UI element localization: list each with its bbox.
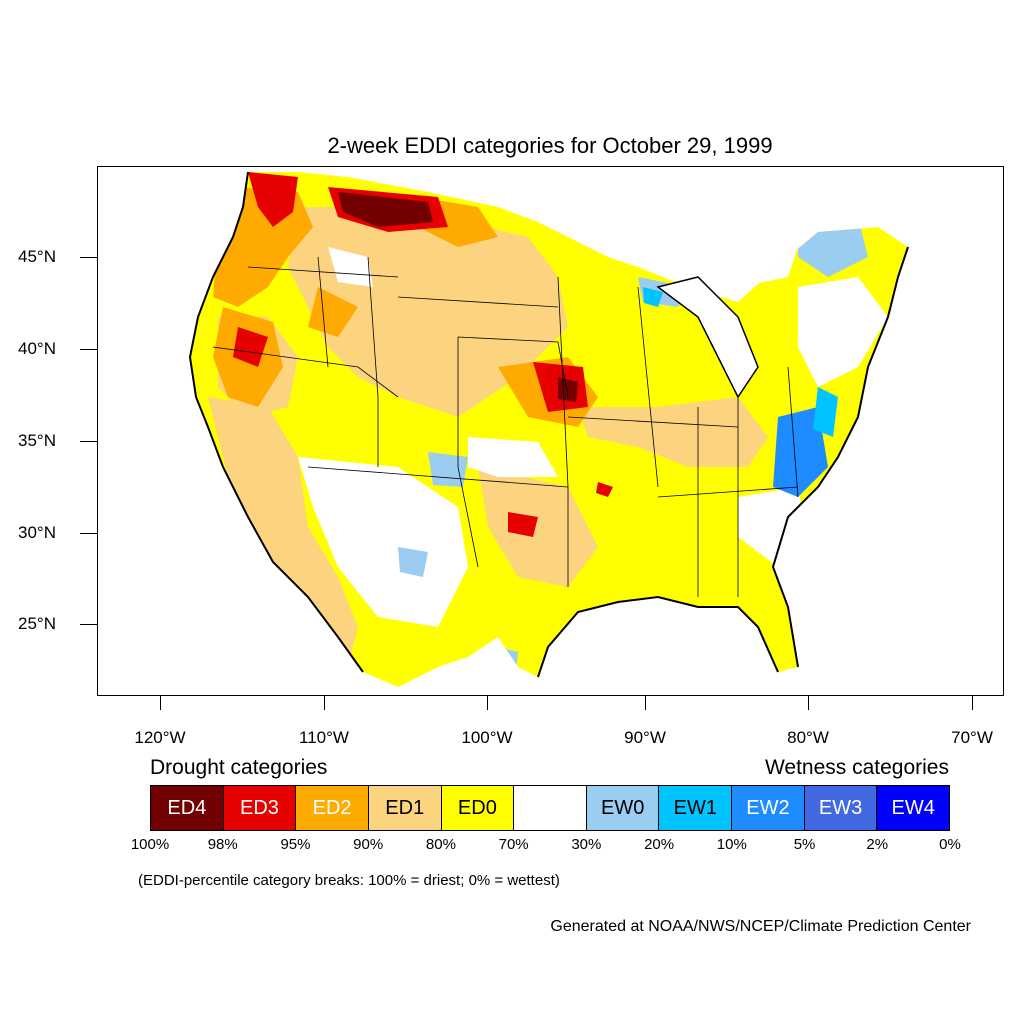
percent-break-label: 70% (498, 836, 529, 853)
percent-break-label: 2% (866, 836, 889, 853)
lat-tick (80, 349, 97, 350)
lat-label: 25°N (18, 614, 56, 633)
lon-tick (324, 696, 325, 710)
percent-break-label: 10% (716, 836, 747, 853)
lat-label: 45°N (18, 247, 56, 266)
percent-break-label: 100% (130, 836, 170, 853)
percent-break-label: 20% (644, 836, 675, 853)
legend-box-ed0: ED0 (441, 786, 515, 830)
wetness-heading: Wetness categories (764, 756, 949, 779)
lon-label: 90°W (624, 728, 666, 747)
lon-tick (808, 696, 809, 710)
lat-tick (80, 533, 97, 534)
legend-box-ew1: EW1 (659, 786, 733, 830)
percent-break-label: 0% (939, 836, 961, 853)
legend-box-ew3: EW3 (804, 786, 878, 830)
lon-label: 110°W (299, 728, 349, 747)
lat-label: 40°N (18, 339, 56, 358)
state-borders (212, 256, 799, 597)
lat-label: 30°N (18, 523, 56, 542)
credit-line: Generated at NOAA/NWS/NCEP/Climate Predi… (550, 918, 971, 935)
lon-label: 70°W (951, 728, 993, 747)
map-area (97, 166, 1004, 696)
lon-label: 120°W (134, 728, 186, 747)
lat-tick (80, 624, 97, 625)
eddi-map (188, 171, 909, 687)
lat-tick (80, 441, 97, 442)
percent-break-label: 5% (793, 836, 816, 853)
lon-label: 100°W (461, 728, 513, 747)
lat-label: 35°N (18, 431, 56, 450)
legend-box-ed4: ED4 (151, 786, 224, 830)
lat-tick (80, 257, 97, 258)
eddi-shading (208, 172, 888, 672)
legend-box-ed3: ED3 (223, 786, 297, 830)
map-title: 2-week EDDI categories for October 29, 1… (327, 133, 773, 158)
legend-box-ew0: EW0 (586, 786, 660, 830)
great-lakes (656, 276, 759, 399)
percent-break-label: 90% (353, 836, 384, 853)
percent-break-label: 98% (207, 836, 238, 853)
percent-break-label: 95% (280, 836, 311, 853)
legend-box-ew4: EW4 (877, 786, 950, 830)
legend-colorbar: ED4 ED3 ED2 ED1 ED0 EW0 EW1 EW2 EW3 EW4 (150, 785, 950, 831)
percent-break-label: 30% (571, 836, 602, 853)
legend-box-normal (514, 786, 587, 830)
lon-tick (487, 696, 488, 710)
lon-tick (972, 696, 973, 710)
lon-tick (645, 696, 646, 710)
percent-break-label: 80% (425, 836, 456, 853)
coastline (188, 171, 909, 678)
legend-box-ed2: ED2 (296, 786, 369, 830)
lon-label: 80°W (787, 728, 829, 747)
category-note: (EDDI-percentile category breaks: 100% =… (138, 872, 560, 889)
legend-box-ed1: ED1 (368, 786, 442, 830)
lon-tick (160, 696, 161, 710)
legend-box-ew2: EW2 (732, 786, 805, 830)
drought-heading: Drought categories (150, 756, 328, 779)
